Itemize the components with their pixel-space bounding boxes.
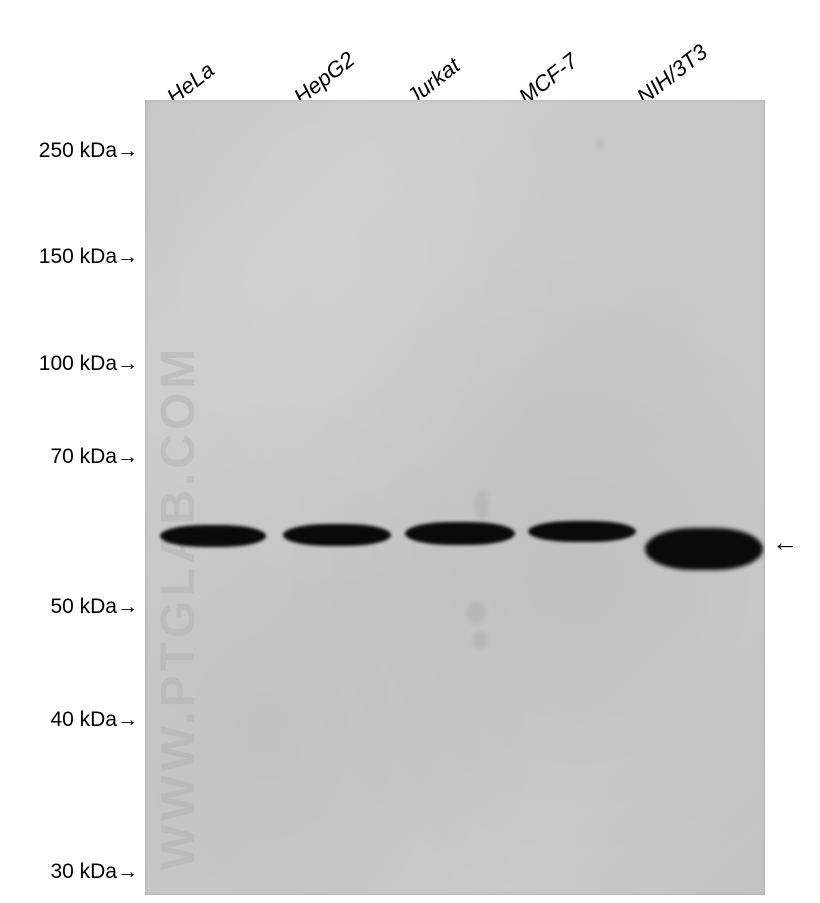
noise-spot [595,138,605,150]
marker-50: 50 kDa→ [50,595,138,619]
band-hepg2 [283,524,391,546]
marker-70: 70 kDa→ [50,445,138,469]
noise-spot [473,632,487,650]
band-nih3t3 [645,528,763,570]
marker-250: 250 kDa→ [39,139,138,163]
band-mcf7 [528,521,636,542]
band-hela [160,525,266,547]
marker-100: 100 kDa→ [39,352,138,376]
target-band-arrow: ← [772,527,798,558]
watermark-text: WWW.PTGLAB.COM [151,345,206,870]
band-jurkat [405,522,515,545]
marker-150: 150 kDa→ [39,245,138,269]
noise-spot [475,490,489,520]
blot-shading [145,100,765,895]
blot-edge [145,892,765,895]
marker-40: 40 kDa→ [50,708,138,732]
marker-30: 30 kDa→ [50,860,138,884]
blot-membrane: WWW.PTGLAB.COM [145,100,765,895]
blot-edge [145,100,148,895]
figure-container: HeLa HepG2 Jurkat MCF-7 NIH/3T3 250 kDa→… [0,0,820,903]
noise-spot [467,602,485,624]
blot-edge [762,100,765,895]
blot-edge [145,100,765,103]
